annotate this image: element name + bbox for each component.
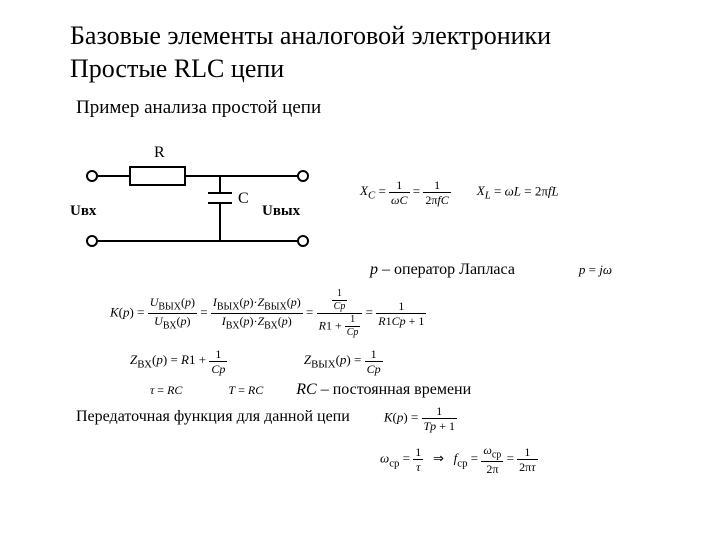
z-formulas: ZВХ(p) = R1 + 1Cp ZВЫХ(p) = 1Cp xyxy=(130,348,670,375)
rc-note: RC – постоянная времени xyxy=(296,381,471,399)
p-formula: p = jω xyxy=(579,262,612,278)
time-constant-row: τ = RC T = RC RC – постоянная времени xyxy=(150,381,670,399)
transfer-note: Передаточная функция для данной цепи xyxy=(76,408,350,425)
kp-formula: K(p) = UВЫХ(p)UВХ(p) = IВЫХ(p)·ZВЫХ(p)IВ… xyxy=(110,289,670,338)
page-title: Базовые элементы аналоговой электроники … xyxy=(70,20,670,85)
rlc-circuit-diagram: R C Uвх Uвых xyxy=(70,131,330,261)
laplace-row: p p – оператор Лапласа– оператор Лапласа… xyxy=(70,261,670,279)
title-line2: Простые RLC цепи xyxy=(70,54,284,83)
uin-label: Uвх xyxy=(70,203,97,219)
tau-formula: τ = RC xyxy=(150,383,182,397)
title-line1: Базовые элементы аналоговой электроники xyxy=(70,21,551,50)
zvx-formula: ZВХ(p) = R1 + 1Cp xyxy=(130,352,231,367)
xc-formula: XC = 1ωC = 12πfC XL = ωL = 2πfL xyxy=(360,179,559,206)
kptp-formula: K(p) = 1Tp + 1 xyxy=(384,405,457,432)
transfer-row: Передаточная функция для данной цепи K(p… xyxy=(70,405,670,432)
c-label: C xyxy=(238,190,249,207)
r-label: R xyxy=(154,144,165,161)
zout-formula: ZВЫХ(p) = 1Cp xyxy=(304,352,383,367)
laplace-note: p p – оператор Лапласа– оператор Лапласа xyxy=(370,261,519,278)
uout-label: Uвых xyxy=(262,203,301,219)
omega-formula: ωср = 1τ ⇒ fср = ωср2π = 12πτ xyxy=(380,444,670,475)
circuit-and-formulas: R C Uвх Uвых XC = 1ωC = 12πfC XL = ωL = … xyxy=(70,131,670,261)
reactance-formulas: XC = 1ωC = 12πfC XL = ωL = 2πfL xyxy=(360,179,559,214)
T-formula: T = RC xyxy=(228,383,263,397)
subtitle: Пример анализа простой цепи xyxy=(76,97,670,119)
